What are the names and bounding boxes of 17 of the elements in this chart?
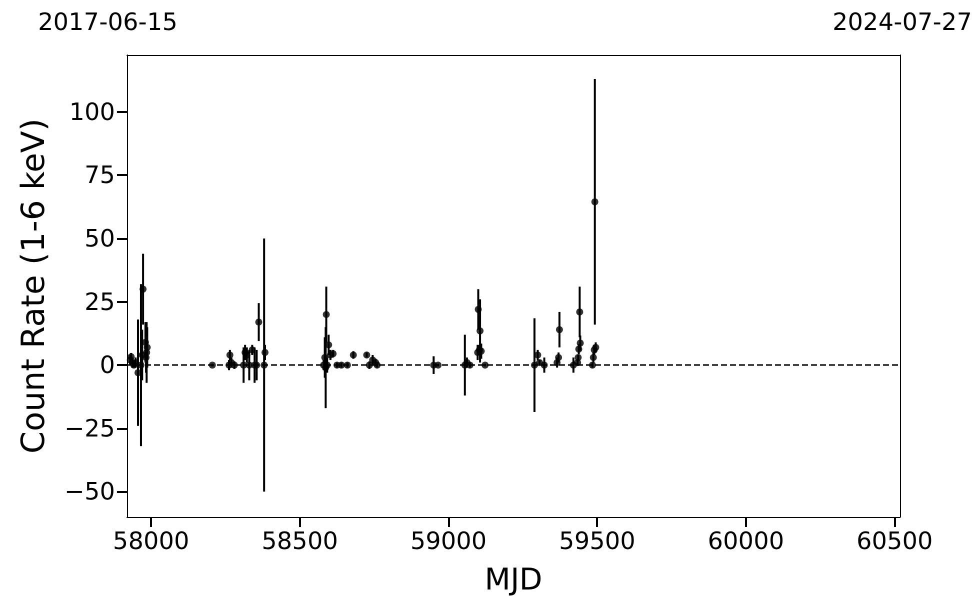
- x-axis-title: MJD: [484, 562, 542, 598]
- y-tick-label: 0: [100, 351, 115, 380]
- x-tick-label: 60000: [708, 527, 784, 555]
- y-tick-label: 25: [84, 288, 115, 316]
- x-tick-label: 60500: [856, 527, 933, 555]
- y-tick-label: −25: [64, 414, 115, 442]
- x-tick-label: 58000: [112, 527, 190, 555]
- y-tick-label: 75: [84, 161, 115, 190]
- text: 2024-07-27: [832, 8, 972, 36]
- x-tick-label: 59500: [559, 527, 636, 555]
- x-tick-label: 59000: [410, 527, 487, 555]
- x-tick-label: 58500: [262, 527, 338, 555]
- y-axis-title: Count Rate (1-6 keV): [14, 118, 52, 454]
- y-tick-label: 50: [84, 224, 115, 253]
- y-tick-label: 100: [69, 98, 115, 126]
- y-tick-label: −50: [64, 478, 115, 506]
- text: 2017-06-15: [38, 8, 178, 36]
